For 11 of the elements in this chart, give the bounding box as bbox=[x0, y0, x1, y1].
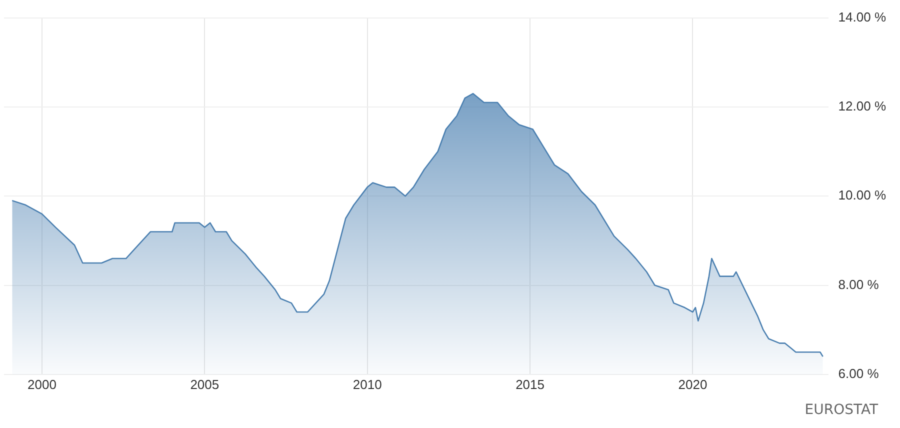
y-tick-label: 14.00 % bbox=[838, 9, 886, 24]
y-tick-label: 6.00 % bbox=[838, 366, 880, 381]
y-tick-label: 10.00 % bbox=[838, 188, 886, 203]
x-tick-label: 2010 bbox=[352, 376, 382, 392]
y-tick-label: 8.00 % bbox=[838, 276, 880, 292]
text: EUROSTAT bbox=[804, 402, 878, 418]
y-tick-label: 12.00 % bbox=[838, 98, 886, 114]
x-tick-label: 2015 bbox=[516, 376, 544, 392]
x-tick-label: 2005 bbox=[190, 376, 220, 392]
x-tick-label: 2020 bbox=[678, 376, 708, 392]
x-tick-label: 2000 bbox=[28, 376, 56, 392]
